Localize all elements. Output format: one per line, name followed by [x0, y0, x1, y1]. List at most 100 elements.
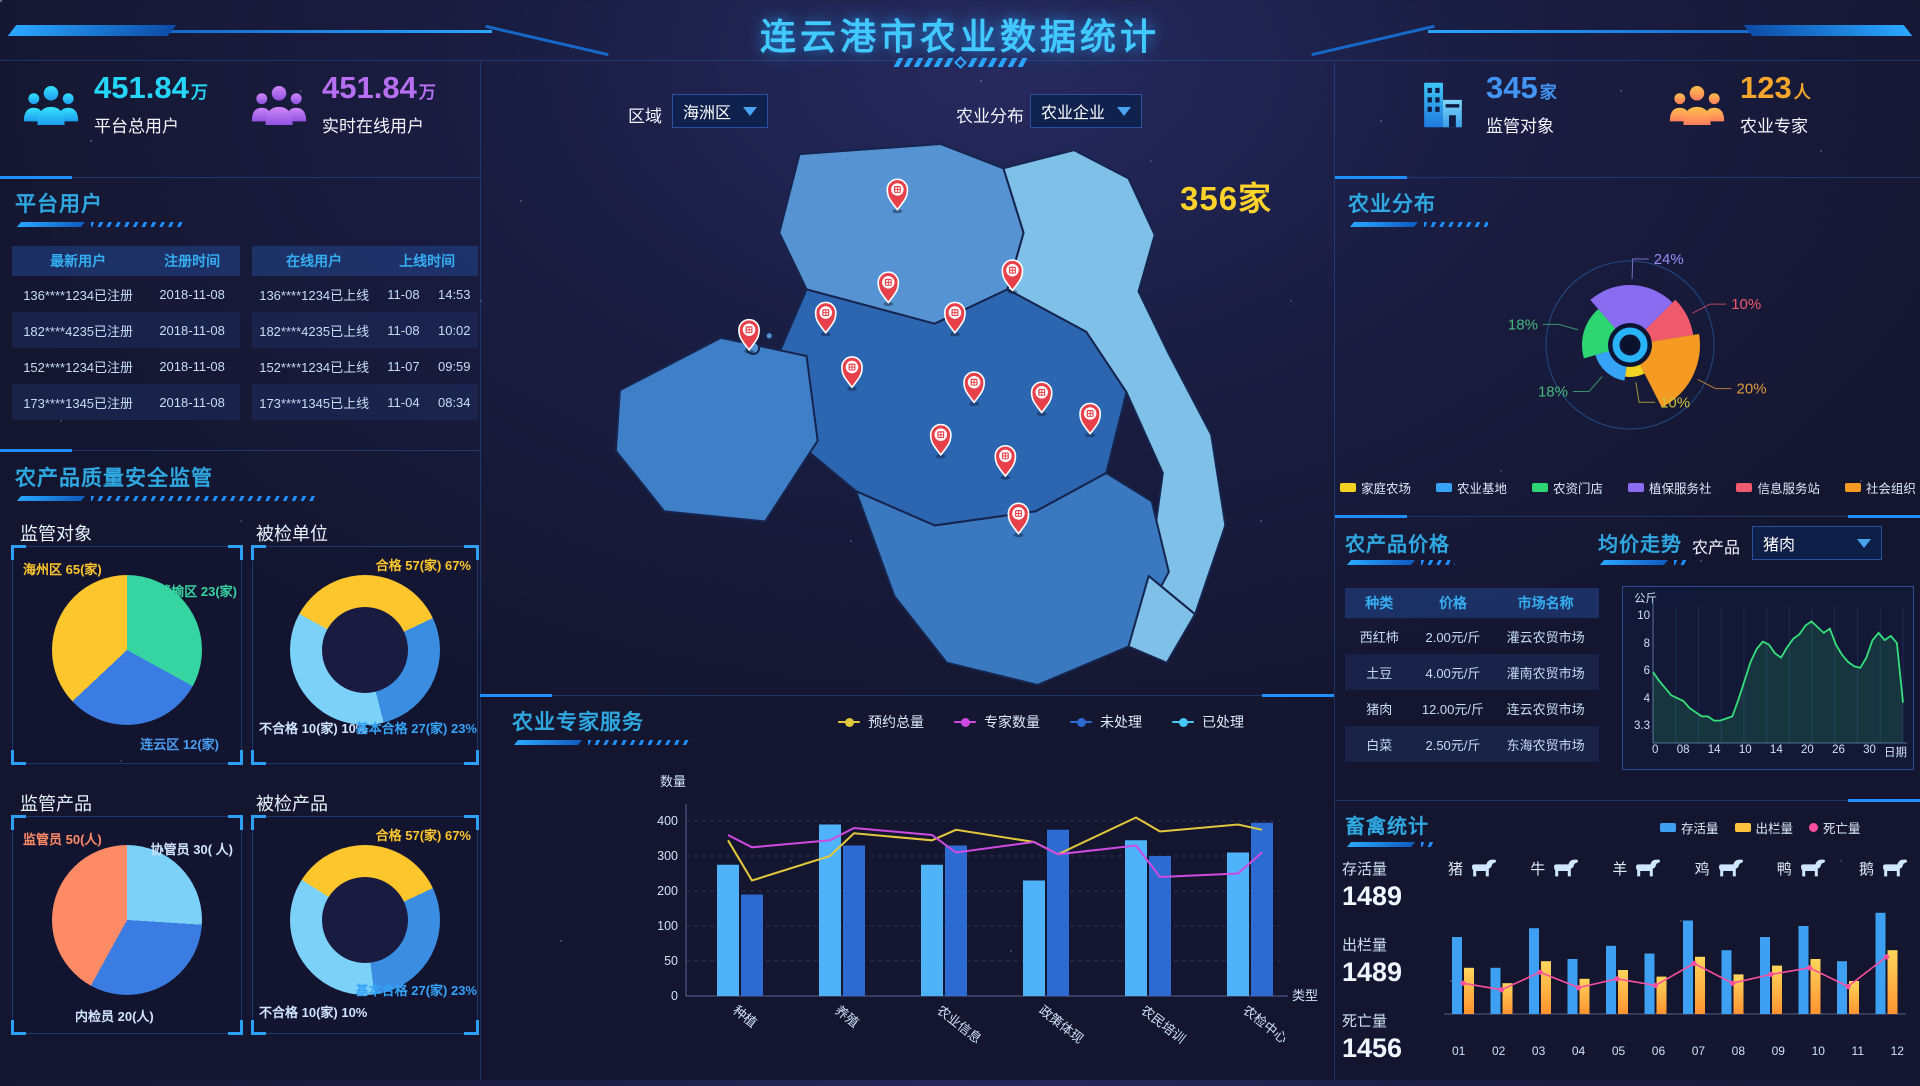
map-pin[interactable] [814, 301, 837, 337]
animal-item[interactable]: 猪 [1448, 856, 1499, 880]
animal-item[interactable]: 鹅 [1859, 856, 1910, 880]
legend-item[interactable]: 死亡量 [1809, 818, 1861, 837]
table-row: 猪肉 12.00元/斤 连云农贸市场 [1366, 701, 1585, 717]
donut-chart [290, 575, 440, 725]
animal-item[interactable]: 鸭 [1777, 856, 1828, 880]
legend-item[interactable]: 植保服务社 [1627, 478, 1711, 497]
animal-item[interactable]: 鸡 [1695, 856, 1746, 880]
page-title: 连云港市农业数据统计 [759, 16, 1160, 57]
svg-text:农业信息: 农业信息 [934, 1003, 984, 1047]
divider [1335, 799, 1920, 802]
svg-text:农民培训: 农民培训 [1138, 1003, 1188, 1047]
region-filter-label: 区域 [628, 107, 662, 126]
pie-label: 不合格 10(家) 10% [259, 721, 368, 736]
svg-text:0: 0 [671, 989, 678, 1003]
header-divider [0, 60, 1920, 61]
distribution-select[interactable]: 农业企业 [1030, 94, 1142, 128]
legend-item[interactable]: 预约总量 [838, 712, 924, 732]
map-island [764, 331, 774, 341]
map-region-west [614, 336, 819, 523]
region-select-value: 海洲区 [683, 105, 732, 122]
axis-tick: 3.3 [1634, 720, 1650, 732]
stat-experts: 123 人 农业专家 [1668, 72, 1811, 137]
pie-chart [52, 845, 202, 995]
divider [480, 694, 1334, 697]
section-title-platform-users: 平台用户 [15, 193, 103, 216]
svg-text:200: 200 [657, 884, 678, 898]
map-pin[interactable] [1030, 381, 1053, 417]
axis-tick: 06 [1651, 1044, 1666, 1058]
pie-label: 海州区 65(家) [23, 562, 102, 577]
legend-item[interactable]: 出栏量 [1734, 818, 1793, 837]
map-pin[interactable] [1001, 259, 1024, 294]
legend-marker-icon [1070, 717, 1092, 727]
legend-item[interactable]: 已处理 [1172, 712, 1244, 732]
legend-item[interactable]: 农资门店 [1531, 478, 1603, 497]
distribution-filter-label: 农业分布 [956, 107, 1024, 126]
chevron-down-icon [743, 106, 757, 116]
section-title-prices: 农产品价格 [1345, 534, 1450, 556]
price-table: 西红柿 2.00元/斤 灌云农贸市场 土豆 4.00元/斤 灌南农贸市场 猪肉 12.00元/… [1345, 618, 1599, 762]
legend-item[interactable]: 农业基地 [1435, 478, 1507, 497]
pie-label: 合格 57(家) 67% [375, 828, 471, 843]
map-pin[interactable] [1079, 402, 1102, 438]
stat-value: 451.84 万 [94, 70, 208, 105]
axis-tick: 8 [1643, 637, 1650, 650]
legend-marker-icon [838, 717, 860, 727]
price-table-header: 种类 价格 市场名称 [1345, 588, 1599, 618]
divider [1335, 176, 1920, 179]
map-pin[interactable] [886, 178, 909, 214]
legend-swatch-icon [1809, 823, 1819, 832]
pie-card-supervision-targets: 海州区 65(家) 赣榆区 23(家) 连云区 12(家) [11, 545, 243, 765]
legend-item[interactable]: 存活量 [1660, 818, 1719, 837]
legend-item[interactable]: 专家数量 [954, 712, 1040, 732]
svg-text:18%: 18% [1538, 384, 1568, 401]
chevron-down-icon [1857, 538, 1871, 548]
map-pin[interactable] [944, 301, 966, 337]
map-pin[interactable] [841, 356, 863, 391]
trend-x-ticks: 0 08 14 10 14 20 26 30 [1652, 744, 1876, 756]
map-pin[interactable] [929, 423, 952, 459]
animal-item[interactable]: 羊 [1612, 856, 1663, 880]
map-pin[interactable] [738, 318, 760, 354]
svg-text:农检中心: 农检中心 [1240, 1003, 1290, 1047]
legend-item[interactable]: 未处理 [1070, 712, 1142, 732]
divider [0, 449, 480, 452]
map-pin[interactable] [963, 371, 985, 406]
svg-text:400: 400 [657, 814, 678, 828]
region-select[interactable]: 海洲区 [672, 94, 768, 128]
map-pin[interactable] [994, 444, 1017, 480]
chart-title: 被检单位 [256, 524, 328, 544]
chart-title: 监管对象 [20, 524, 92, 544]
legend-item[interactable]: 社会组织 [1844, 478, 1916, 497]
animal-item[interactable]: 牛 [1530, 856, 1581, 880]
axis-tick: 30 [1863, 744, 1876, 756]
legend-swatch-icon [1844, 483, 1861, 492]
table-row: 182****4235已注册 2018-11-08 [12, 312, 240, 348]
animal-icon [1800, 859, 1825, 877]
axis-tick: 02 [1491, 1044, 1506, 1058]
stat-label: 实时在线用户 [322, 117, 424, 136]
legend-swatch-icon [1340, 483, 1356, 492]
chevron-down-icon [1117, 106, 1131, 116]
month-labels: 01 02 03 04 05 06 07 08 09 10 11 12 [1452, 1044, 1904, 1058]
axis-tick: 10 [1811, 1044, 1825, 1058]
stat-online-users: 451.84 万 实时在线用户 [250, 72, 436, 137]
animal-icon [1882, 859, 1907, 877]
trend-y-ticks: 10 8 6 4 3.3 [1628, 610, 1650, 732]
legend-item[interactable]: 家庭农场 [1340, 478, 1411, 497]
product-select[interactable]: 猪肉 [1752, 526, 1882, 560]
axis-tick: 05 [1611, 1044, 1626, 1058]
axis-tick: 11 [1851, 1044, 1864, 1058]
enterprise-count-badge: 356家 [1180, 180, 1273, 217]
map-pin[interactable] [1007, 502, 1030, 538]
section-underline [1345, 560, 1455, 568]
table-row: 土豆 4.00元/斤 灌南农贸市场 [1345, 654, 1599, 690]
section-underline [1345, 842, 1433, 850]
city-map [614, 143, 1227, 686]
price-trend-chart [1652, 603, 1907, 744]
legend-item[interactable]: 信息服务站 [1736, 478, 1820, 497]
svg-text:10%: 10% [1731, 296, 1761, 313]
map-pin[interactable] [877, 271, 900, 307]
